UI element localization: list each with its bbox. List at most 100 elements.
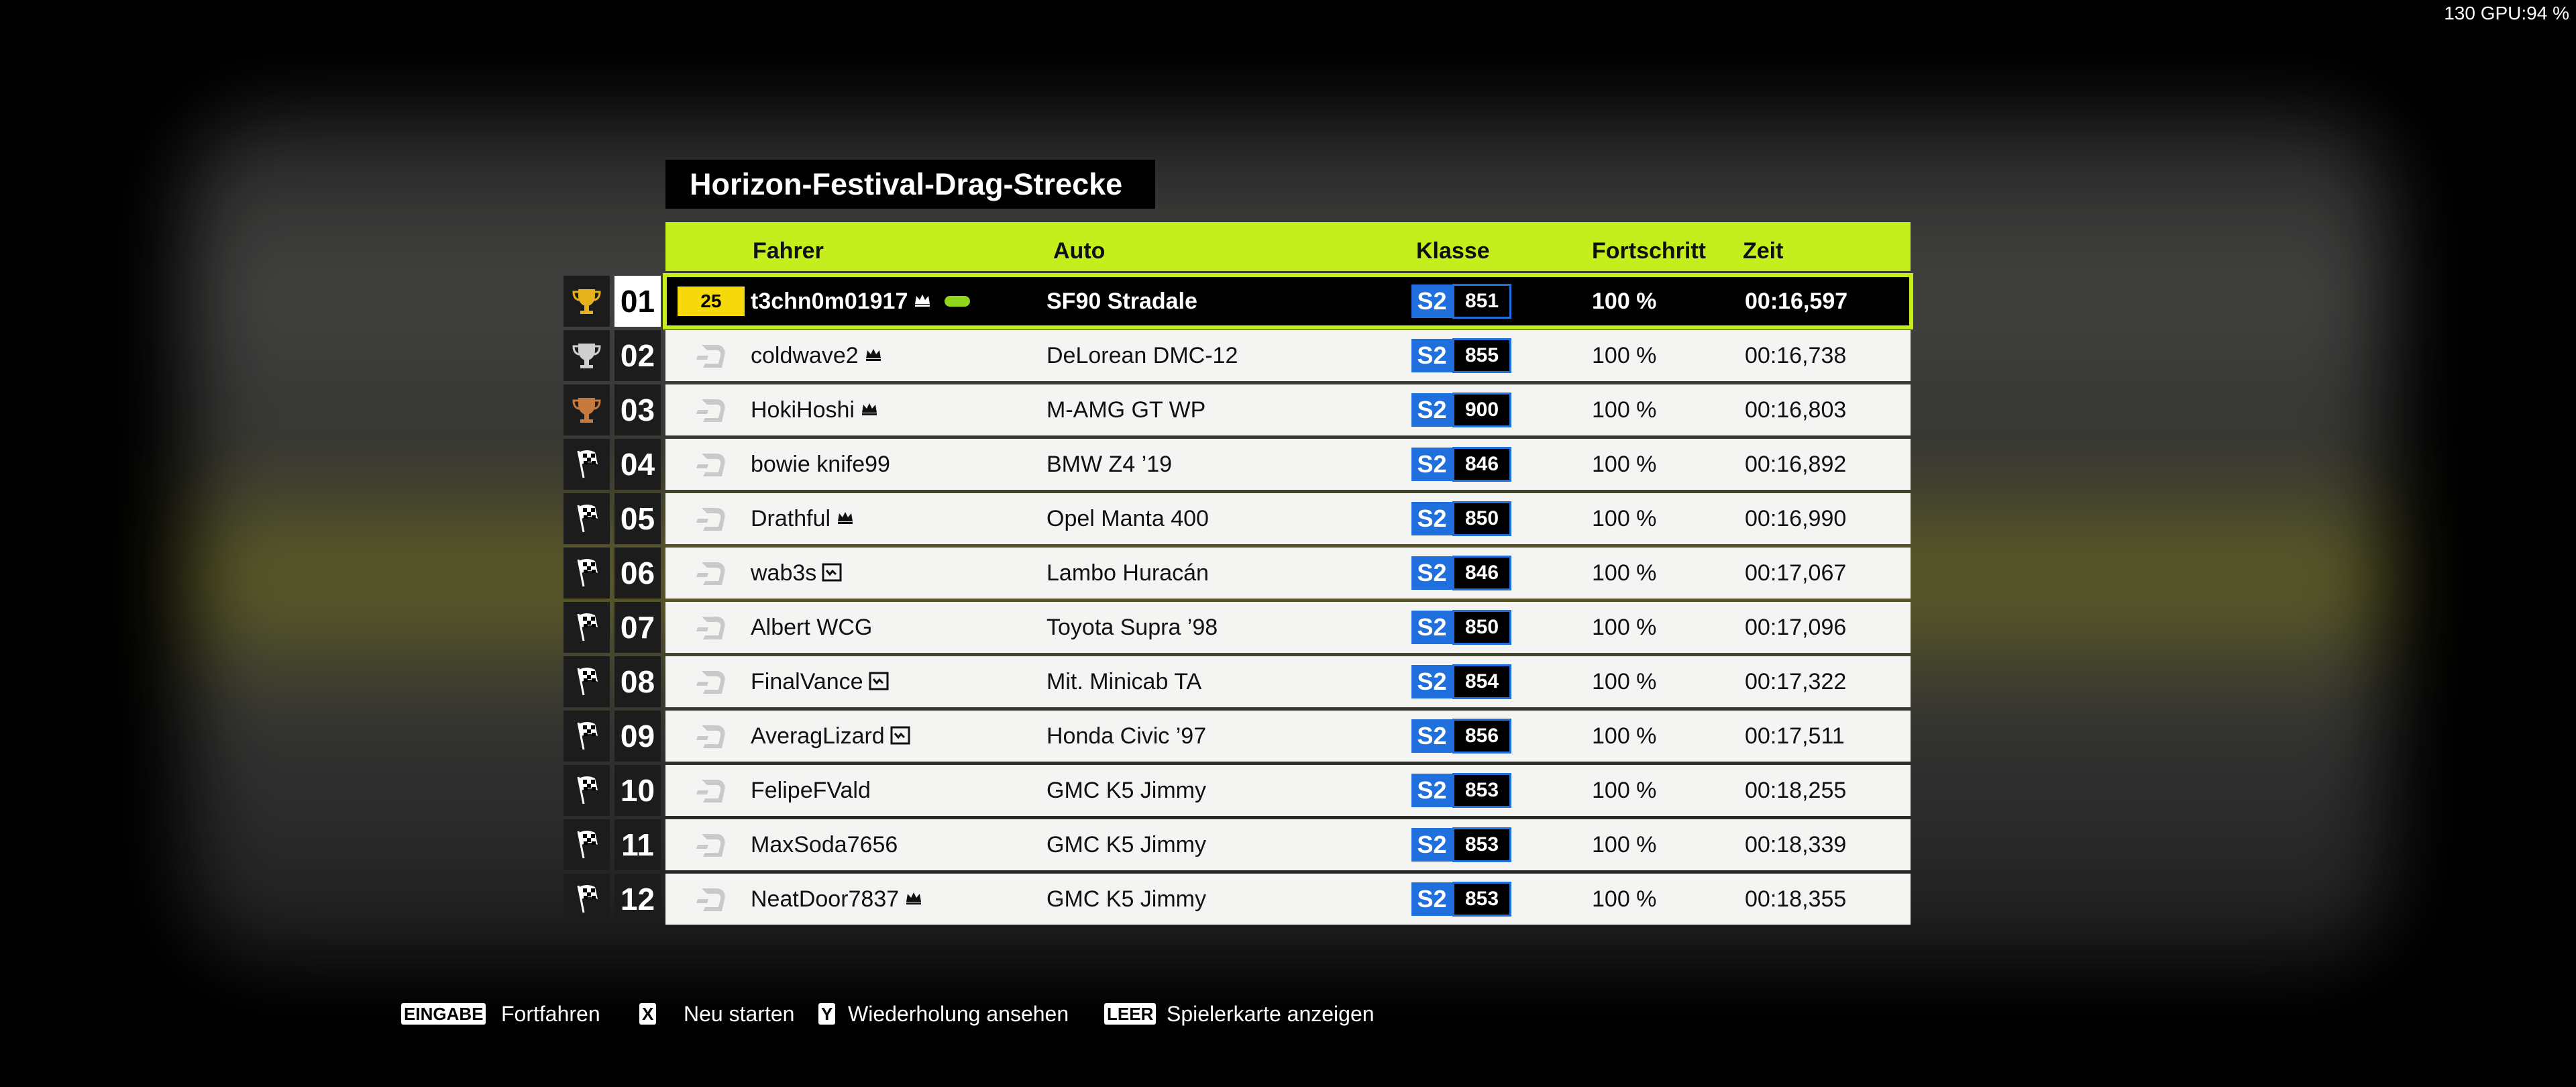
card-badge-part [822, 563, 842, 582]
crown-badge-part [838, 522, 853, 524]
crown-badge [904, 888, 923, 907]
driver-icon-part [696, 671, 725, 694]
performance-index: 850 [1452, 501, 1511, 536]
driver-icon-part [702, 780, 725, 803]
place-icon [564, 439, 610, 490]
crown-badge-part [861, 403, 877, 415]
car-name: Toyota Supra ’98 [1046, 615, 1218, 640]
place-icon-part [572, 345, 601, 356]
table-header: Fahrer Auto Klasse Fortschritt Zeit [665, 222, 1911, 271]
place-icon-part [591, 725, 595, 729]
car-name: Honda Civic ’97 [1046, 723, 1207, 749]
crown-badge-part [915, 295, 930, 304]
key-action[interactable]: Fortfahren [501, 1002, 600, 1026]
car-name: DeLorean DMC-12 [1046, 343, 1238, 368]
place-icon-part [577, 831, 598, 859]
place-icon-part [577, 613, 585, 641]
driver-icon-part [696, 899, 708, 903]
position: 10 [614, 765, 661, 816]
car-name: Lambo Huracán [1046, 560, 1209, 586]
performance-index: 856 [1452, 719, 1511, 754]
performance-index: 853 [1452, 882, 1511, 917]
crown-badge-part [915, 305, 930, 307]
crown-badge-part [865, 349, 881, 358]
place-icon-part [591, 888, 595, 892]
place-icon-part [584, 305, 589, 311]
place-icon [564, 819, 610, 870]
driver-icon [692, 499, 733, 539]
key-action[interactable]: Neu starten [684, 1002, 795, 1026]
place-icon-part [584, 414, 589, 419]
lap-time: 00:18,355 [1745, 886, 1847, 912]
driver-icon-part [696, 780, 725, 803]
key-hint[interactable]: Y [818, 1003, 836, 1025]
place-icon-part [592, 624, 596, 627]
driver-icon [692, 335, 733, 376]
progress: 100 % [1592, 778, 1657, 803]
class-badge: S2 [1411, 774, 1452, 807]
level-badge: 25 [678, 287, 745, 316]
key-action[interactable]: Spielerkarte anzeigen [1167, 1002, 1375, 1026]
driver-icon-part [702, 454, 725, 476]
result-row: AveragLizard Honda Civic ’97 S2 856 100 % 00:… [665, 711, 1911, 762]
card-badge-part [894, 732, 905, 739]
key-hint[interactable]: X [639, 1003, 657, 1025]
header-class: Klasse [1416, 238, 1490, 264]
progress: 100 % [1592, 669, 1657, 694]
car-name: GMC K5 Jimmy [1046, 886, 1206, 912]
progress: 100 % [1592, 343, 1657, 368]
result-row: Albert WCG Toyota Supra ’98 S2 850 100 % 00:1… [665, 602, 1911, 653]
performance-index: 854 [1452, 664, 1511, 699]
position: 05 [614, 493, 661, 544]
place-icon-part [584, 841, 588, 845]
key-hint[interactable]: EINGABE [401, 1003, 486, 1025]
progress: 100 % [1592, 506, 1657, 531]
driver-name: MaxSoda7656 [751, 832, 898, 858]
driver-name: Albert WCG [751, 615, 873, 640]
result-row: 25 t3chn0m01917 SF90 Stradale S2 851 100 % 00:… [663, 273, 1913, 329]
progress: 100 % [1592, 832, 1657, 858]
position: 02 [614, 330, 661, 381]
driver-icon-part [696, 345, 725, 368]
place-icon-part [572, 344, 601, 368]
result-row: HokiHoshi M-AMG GT WP S2 900 100 % 00:16,803 [665, 384, 1911, 435]
class-badge: S2 [1411, 665, 1452, 698]
place-icon-part [592, 678, 596, 682]
place-icon-part [578, 344, 595, 360]
key-action[interactable]: Wiederholung ansehen [848, 1002, 1069, 1026]
performance-index: 900 [1452, 393, 1511, 427]
place-icon-part [577, 885, 598, 913]
place-icon [564, 711, 610, 762]
driver-icon [692, 390, 733, 430]
performance-index: 853 [1452, 773, 1511, 808]
class-badge: S2 [1411, 611, 1452, 644]
driver-icon-part [696, 682, 708, 686]
place-icon-part [592, 841, 596, 845]
card-badge-part [872, 678, 883, 685]
class-badge: S2 [1411, 719, 1452, 753]
place-icon [564, 874, 610, 925]
driver-icon-part [696, 399, 725, 422]
driver-icon-part [696, 725, 725, 748]
card-badge-part [890, 726, 910, 745]
place-icon-part [587, 458, 591, 462]
driver-icon-part [702, 562, 725, 585]
lap-time: 00:16,990 [1745, 506, 1847, 531]
place-icon-part [592, 570, 596, 573]
place-icon-part [577, 450, 585, 478]
crown-badge [864, 345, 883, 364]
car-name: BMW Z4 ’19 [1046, 452, 1173, 477]
class-badge: S2 [1411, 502, 1452, 535]
key-hint[interactable]: LEER [1104, 1003, 1157, 1025]
place-icon-part [584, 787, 588, 790]
place-icon-part [592, 461, 596, 464]
place-icon-part [577, 668, 585, 696]
place-icon-part [584, 896, 588, 899]
lap-time: 00:17,511 [1745, 723, 1845, 749]
place-icon-part [592, 515, 596, 519]
class-badge: S2 [1411, 448, 1452, 481]
place-icon-part [572, 289, 601, 314]
driver-name: bowie knife99 [751, 452, 890, 477]
result-row: wab3s Lambo Huracán S2 846 100 % 00:17,067 [665, 548, 1911, 599]
place-icon-part [587, 729, 591, 733]
